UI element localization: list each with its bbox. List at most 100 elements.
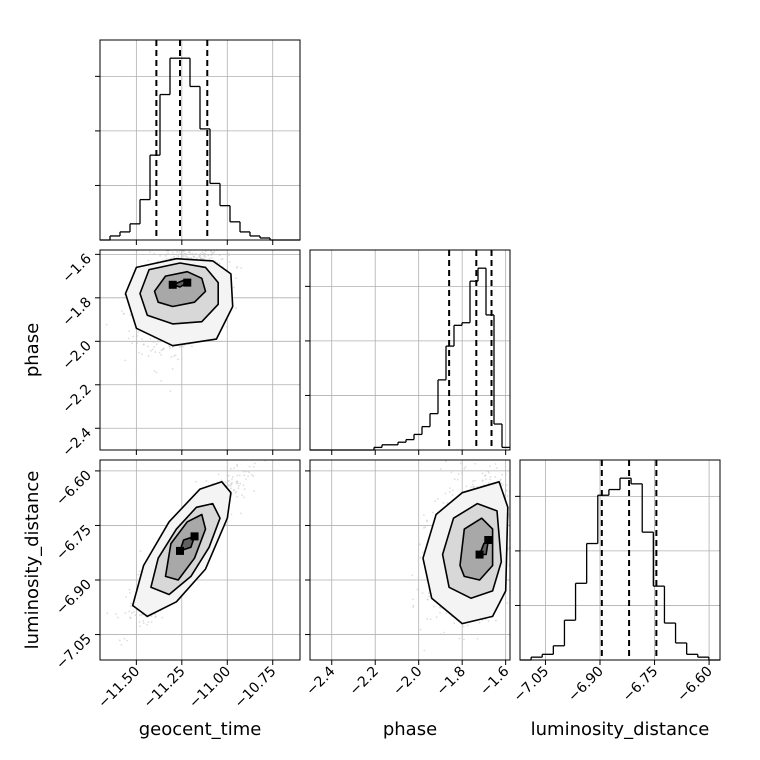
sample-point (416, 588, 419, 591)
sample-point (207, 254, 210, 257)
sample-point (129, 616, 132, 619)
sample-point (419, 556, 422, 559)
sample-point (130, 602, 132, 605)
sample-point (173, 255, 175, 258)
sample-point (450, 471, 453, 474)
sample-point (418, 542, 421, 545)
sample-point (120, 643, 123, 646)
sample-point (501, 484, 504, 487)
sample-point (463, 467, 466, 470)
sample-point (156, 260, 159, 263)
sample-point (245, 478, 247, 480)
sample-point (456, 478, 459, 481)
sample-point (231, 478, 233, 481)
sample-point (429, 618, 432, 621)
panel-frame (519, 459, 721, 661)
sample-point (210, 252, 213, 254)
panel-frame (99, 249, 301, 451)
sample-point (120, 310, 123, 312)
joint-panel-phase-luminosity_distance: −2.4 −2.2 −2.0 −1.8 −1.6 (303, 459, 513, 699)
sample-point (235, 277, 238, 280)
sample-point (434, 500, 436, 502)
sample-point (154, 351, 157, 353)
sample-point (191, 252, 194, 255)
sample-point (105, 323, 108, 326)
sample-point (459, 462, 462, 465)
sample-point (495, 467, 498, 469)
sample-point (476, 485, 479, 488)
sample-point (210, 254, 213, 257)
sample-point (505, 484, 508, 487)
sample-point (242, 496, 245, 499)
sample-point (160, 354, 163, 356)
sample-point (448, 487, 451, 490)
sample-point (220, 258, 223, 261)
sample-point (138, 625, 141, 628)
sample-point (165, 258, 168, 260)
sample-point (224, 481, 227, 484)
sample-point (195, 253, 197, 256)
sample-point (439, 606, 441, 608)
sample-point (239, 512, 242, 515)
sample-point (156, 339, 159, 342)
sample-point (463, 638, 465, 641)
peak-bin (475, 550, 484, 559)
sample-point (161, 616, 164, 619)
sample-point (162, 347, 165, 350)
sample-point (137, 573, 140, 576)
sample-point (187, 251, 190, 254)
sample-point (458, 637, 461, 640)
sample-point (136, 335, 139, 337)
sample-point (210, 250, 212, 253)
panel-content (106, 460, 267, 646)
sample-point (470, 486, 472, 488)
sample-point (464, 466, 467, 468)
sample-point (476, 637, 479, 640)
sample-point (238, 474, 241, 477)
sample-point (451, 494, 454, 496)
sample-point (138, 351, 140, 354)
sample-point (460, 469, 463, 472)
panel-frame (309, 249, 511, 451)
sample-point (129, 314, 132, 316)
sample-point (149, 251, 151, 254)
sample-point (169, 390, 172, 393)
sample-point (253, 462, 256, 465)
sample-point (146, 623, 149, 626)
sample-point (164, 254, 167, 257)
sample-point (426, 598, 429, 601)
peak-bin (176, 546, 184, 555)
sample-point (506, 601, 509, 604)
sample-point (159, 254, 162, 257)
sample-point (128, 588, 131, 591)
sample-point (136, 342, 138, 345)
density-contour (153, 270, 207, 308)
sample-point (226, 474, 229, 477)
sample-point (426, 617, 429, 620)
sample-point (128, 610, 131, 613)
sample-point (235, 480, 238, 483)
sample-point (487, 620, 490, 622)
sample-point (122, 313, 125, 315)
sample-point (169, 347, 171, 350)
peak-bin (168, 280, 177, 289)
sample-point (252, 465, 255, 468)
sample-point (473, 479, 476, 482)
sample-point (150, 621, 153, 624)
sample-point (178, 346, 181, 348)
sample-point (483, 475, 486, 477)
sample-point (481, 472, 484, 475)
sample-point (227, 480, 230, 482)
sample-point (500, 482, 503, 485)
sample-point (230, 482, 233, 485)
sample-point (253, 490, 256, 493)
sample-point (199, 257, 202, 260)
sample-point (243, 474, 246, 477)
sample-point (236, 465, 239, 468)
sample-point (236, 480, 239, 483)
sample-point (160, 380, 163, 382)
sample-point (229, 485, 232, 487)
sample-point (417, 576, 420, 579)
sample-point (147, 345, 149, 348)
